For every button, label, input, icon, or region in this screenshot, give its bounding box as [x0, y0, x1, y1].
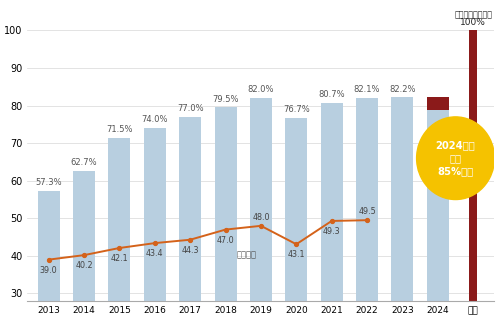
- Ellipse shape: [416, 117, 494, 199]
- Text: 40.2: 40.2: [75, 261, 93, 270]
- Text: 74.0%: 74.0%: [142, 115, 168, 124]
- Bar: [470, 31, 477, 319]
- Text: 43.1: 43.1: [288, 250, 305, 259]
- Text: 76.7%: 76.7%: [283, 105, 310, 114]
- Text: 82.0%: 82.0%: [248, 85, 274, 94]
- Text: 42.1: 42.1: [110, 254, 128, 263]
- Text: 49.5: 49.5: [358, 207, 376, 216]
- Bar: [38, 191, 60, 319]
- Bar: [250, 98, 272, 319]
- Text: 79.5%: 79.5%: [212, 95, 239, 104]
- Text: 82.1%: 82.1%: [354, 85, 380, 94]
- Bar: [392, 97, 413, 319]
- Text: 39.0: 39.0: [40, 266, 58, 275]
- Text: 47.0: 47.0: [216, 236, 234, 245]
- Text: 2024年度
目標
85%以上: 2024年度 目標 85%以上: [436, 140, 476, 176]
- Text: 62.7%: 62.7%: [70, 158, 98, 167]
- Text: 82.2%: 82.2%: [389, 85, 415, 93]
- Bar: [356, 98, 378, 319]
- Text: 最終目標（実質）: 最終目標（実質）: [454, 10, 492, 19]
- Text: 100%: 100%: [460, 18, 486, 27]
- Text: 77.0%: 77.0%: [177, 104, 204, 113]
- Text: 43.4: 43.4: [146, 249, 164, 258]
- Text: 71.5%: 71.5%: [106, 125, 132, 134]
- Text: 49.3: 49.3: [323, 227, 340, 236]
- Bar: [427, 97, 449, 319]
- Text: 48.0: 48.0: [252, 213, 270, 222]
- Bar: [320, 103, 342, 319]
- Bar: [144, 128, 166, 319]
- Text: 44.3: 44.3: [182, 246, 199, 255]
- Bar: [108, 137, 130, 319]
- Bar: [286, 118, 308, 319]
- Bar: [73, 171, 95, 319]
- Text: 57.3%: 57.3%: [36, 178, 62, 187]
- Bar: [214, 108, 236, 319]
- Bar: [179, 117, 201, 319]
- Text: 全国平均: 全国平均: [236, 250, 256, 259]
- Text: 80.7%: 80.7%: [318, 90, 345, 99]
- Bar: [427, 97, 449, 110]
